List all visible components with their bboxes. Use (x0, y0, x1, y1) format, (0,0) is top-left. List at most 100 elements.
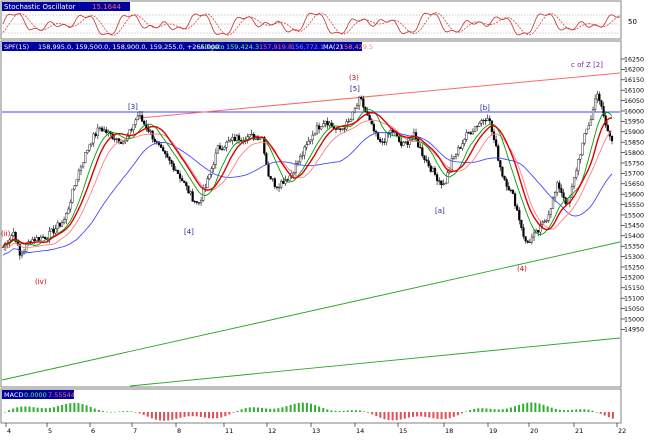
y-tick-label: 15800 (624, 150, 644, 157)
macd-bar (261, 407, 264, 412)
candle-body (402, 142, 405, 146)
macd-bar (538, 403, 541, 412)
candle-body (227, 140, 230, 143)
x-tick-label: 6 (91, 427, 95, 435)
candle-body (383, 141, 386, 143)
candle-body (313, 133, 316, 136)
candle-body (100, 127, 104, 132)
macd-bar (440, 412, 443, 420)
candle-body (495, 139, 498, 147)
macd-bar (195, 412, 198, 417)
wave-label: (iv) (35, 278, 47, 286)
candle-body (376, 132, 380, 140)
candle-body (134, 119, 137, 125)
macd-bar (591, 410, 594, 412)
macd-bar (546, 406, 549, 412)
wave-label: [a] (435, 207, 445, 215)
candle-body (425, 159, 428, 162)
macd-bar (371, 412, 374, 415)
macd-bar (310, 403, 312, 412)
candle-body (1, 246, 5, 248)
candle-body (77, 170, 80, 180)
candle-body (218, 145, 222, 150)
macd-value-1: 0.0000 (24, 391, 47, 399)
macd-bar (159, 412, 162, 421)
candle-body (594, 98, 597, 110)
candle-body (505, 179, 508, 187)
candle-body (178, 173, 182, 179)
candle-body (442, 183, 445, 186)
macd-bar (493, 409, 496, 412)
x-tick-label: 14 (356, 427, 364, 435)
y-tick-label: 15450 (624, 223, 644, 230)
macd-bar (509, 407, 512, 412)
y-tick-label: 15900 (624, 129, 644, 136)
macd-bar (595, 412, 598, 413)
wave-label: [3] (128, 103, 138, 111)
candle-body (181, 178, 184, 182)
candle-body (406, 141, 409, 145)
macd-bar (550, 407, 553, 412)
macd-bar (277, 408, 280, 412)
macd-bar (289, 404, 292, 412)
candle-body (75, 179, 78, 186)
candle-body (549, 208, 552, 215)
candle-body (115, 138, 118, 140)
y-tick-label: 15350 (624, 244, 644, 251)
candle-body (96, 127, 99, 136)
candle-body (522, 227, 525, 237)
macd-bar (4, 412, 6, 413)
wave-label: c of Z [2] (571, 61, 603, 69)
extra-study-value: 158,429.5 (340, 43, 373, 51)
candle-body (252, 134, 255, 140)
candle-body (240, 140, 243, 142)
candle-body (324, 120, 327, 124)
candle-body (585, 128, 588, 134)
candle-body (105, 129, 108, 133)
candle-body (299, 155, 302, 163)
y-tick-label: 15250 (624, 264, 644, 271)
candle-body (478, 122, 481, 127)
macd-header-bg (2, 390, 74, 399)
macd-bar (216, 412, 219, 419)
price-frame (0, 40, 622, 388)
wave-label: [b] (480, 104, 490, 112)
x-tick-label: 13 (312, 427, 320, 435)
trend-lines (1, 72, 621, 387)
candle-body (419, 146, 422, 148)
candle-body (353, 108, 357, 113)
candle-body (351, 111, 354, 121)
candle-body (187, 185, 190, 194)
candle-body (484, 119, 487, 122)
macd-bar (603, 412, 606, 416)
macd-bar (469, 410, 472, 412)
candle-body (263, 137, 266, 154)
candle-body (520, 219, 523, 228)
candle-body (307, 140, 310, 145)
macd-bar (232, 412, 235, 413)
y-tick-label: 14950 (624, 327, 644, 334)
candle-body (172, 163, 175, 171)
macd-bar (106, 411, 108, 413)
macd-bar (199, 412, 202, 417)
ma-green-line (2, 109, 613, 248)
macd-bar (77, 403, 80, 412)
candle-body (168, 156, 171, 161)
macd-bar (391, 412, 394, 421)
macd-bar (146, 412, 149, 417)
macd-bar (326, 409, 329, 412)
macd-bar (154, 412, 157, 420)
study-value-1: 159,424.3 (226, 43, 259, 51)
candle-body (400, 141, 403, 146)
candle-body (12, 232, 15, 236)
candle-body (229, 139, 232, 142)
candle-body (320, 126, 323, 130)
upper-trend-line (139, 72, 621, 119)
macd-bar (93, 408, 96, 412)
macd-bar (518, 404, 521, 412)
oscillator-lines (2, 12, 621, 36)
candle-body (271, 178, 274, 180)
macd-bar (293, 403, 296, 412)
candle-body (94, 133, 97, 136)
